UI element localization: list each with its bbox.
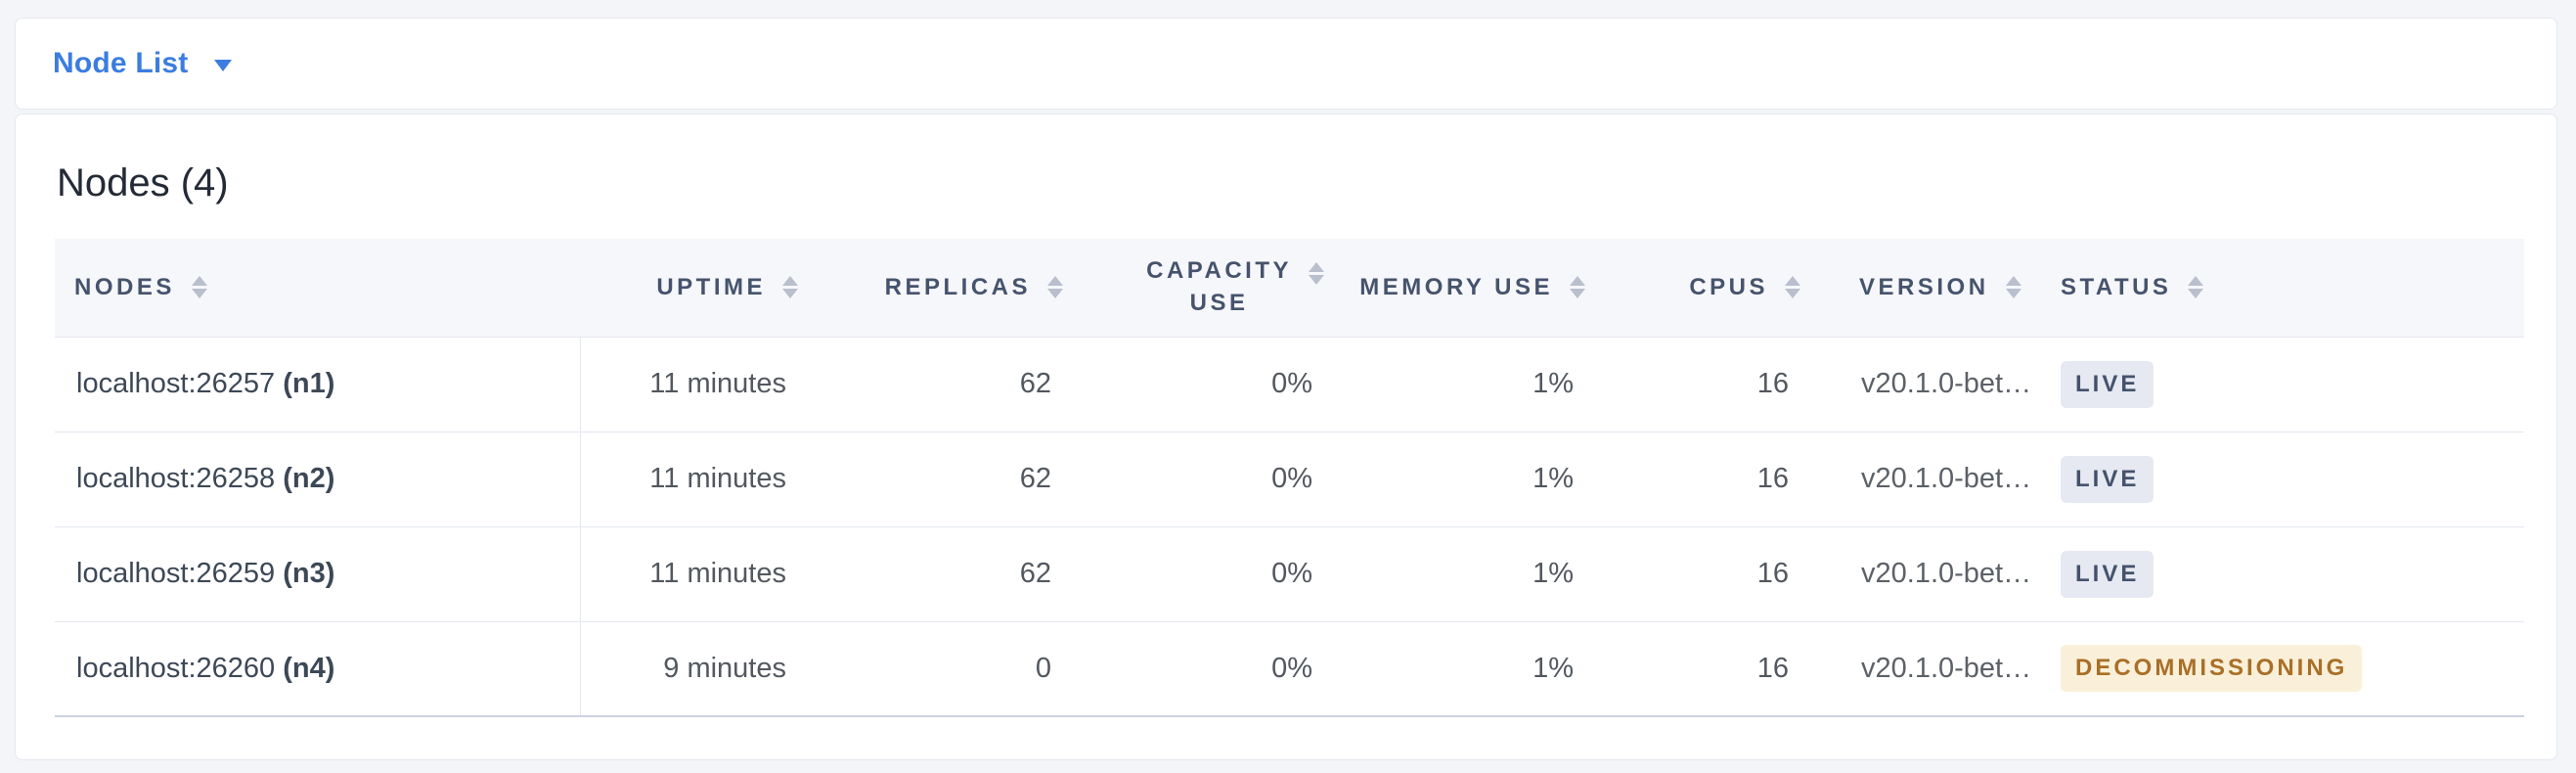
uptime-cell: 9 minutes [580, 620, 798, 717]
node-id: (n4) [283, 652, 335, 684]
node-table-wrap: NODES UPTIME REPLICAS [55, 239, 2556, 717]
table-row: localhost:26260 (n4) 9 minutes 0 0% 1% 1… [55, 620, 2524, 717]
cpus-cell: 16 [1756, 368, 1789, 399]
node-cell: localhost:26258 (n2) [55, 431, 581, 526]
node-list-dropdown[interactable]: Node List [53, 47, 233, 80]
node-address: localhost:26259 [76, 558, 276, 589]
column-label: CPUS [1689, 273, 1768, 300]
node-id: (n1) [283, 368, 335, 399]
version-cell: v20.1.0-bet… [1800, 525, 2045, 621]
column-label: UPTIME [656, 273, 766, 300]
status-badge: DECOMMISSIONING [2061, 645, 2363, 693]
column-header-version[interactable]: VERSION [1800, 239, 2045, 338]
version-cell: v20.1.0-bet… [1800, 431, 2045, 526]
capacity-use-cell: 0% [1063, 525, 1324, 621]
cpus-cell: 16 [1585, 431, 1800, 526]
table-row: localhost:26257 (n1) 11 minutes 62 0% 1%… [55, 337, 2524, 432]
node-id: (n3) [283, 558, 335, 589]
sort-icon[interactable] [782, 276, 798, 299]
chevron-down-icon [214, 60, 233, 71]
replicas-cell: 62 [798, 525, 1063, 621]
status-badge: LIVE [2061, 360, 2154, 408]
memory-use-cell: 1% [1324, 620, 1585, 717]
column-header-memory-use[interactable]: MEMORY USE [1324, 239, 1585, 338]
node-cell: localhost:26257 (n1) [55, 337, 581, 432]
column-header-replicas[interactable]: REPLICAS [798, 239, 1063, 338]
column-header-nodes[interactable]: NODES [55, 239, 580, 338]
column-label: CAPACITY USE [1146, 257, 1292, 316]
column-label: REPLICAS [884, 273, 1031, 300]
cpus-cell: 16 [1585, 620, 1800, 717]
column-header-uptime[interactable]: UPTIME [580, 239, 798, 338]
column-header-cpus[interactable]: CPUS [1585, 239, 1800, 338]
column-header-status[interactable]: STATUS [2045, 239, 2524, 338]
replicas-cell: 62 [798, 431, 1063, 526]
cpus-cell: 16 [1585, 525, 1800, 621]
sort-icon[interactable] [191, 276, 207, 299]
nodes-count-title: Nodes (4) [57, 161, 229, 205]
memory-use-cell: 1% [1324, 431, 1585, 526]
replicas-cell: 0 [798, 620, 1063, 717]
capacity-use-cell: 0% [1063, 620, 1324, 717]
version-cell: v20.1.0-bet… [1800, 620, 2045, 717]
uptime-cell: 11 minutes [649, 368, 786, 399]
sort-icon[interactable] [1047, 276, 1063, 299]
status-badge: LIVE [2061, 455, 2154, 503]
column-label: MEMORY USE [1359, 273, 1553, 300]
view-selector-bar: Node List [15, 18, 2557, 110]
node-list-dropdown-label: Node List [53, 47, 189, 79]
uptime-cell: 11 minutes [580, 525, 798, 621]
memory-use-cell: 1% [1324, 525, 1585, 621]
version-cell: v20.1.0-bet… [1861, 368, 2032, 399]
table-row: localhost:26258 (n2) 11 minutes 62 0% 1%… [55, 431, 2524, 526]
memory-use-cell: 1% [1532, 368, 1574, 399]
node-cell: localhost:26259 (n3) [55, 525, 581, 621]
table-header-row: NODES UPTIME REPLICAS [55, 239, 2524, 338]
sort-icon[interactable] [2005, 276, 2021, 299]
table-row: localhost:26259 (n3) 11 minutes 62 0% 1%… [55, 525, 2524, 621]
status-badge: LIVE [2061, 550, 2154, 598]
column-label: STATUS [2061, 273, 2172, 300]
capacity-use-cell: 0% [1063, 431, 1324, 526]
column-label: VERSION [1859, 273, 1989, 300]
column-header-capacity-use[interactable]: CAPACITY USE [1063, 239, 1324, 338]
status-cell: DECOMMISSIONING [2045, 620, 2524, 717]
replicas-cell: 62 [1019, 368, 1051, 399]
nodes-card: Nodes (4) NODES [15, 114, 2557, 760]
sort-icon[interactable] [1785, 276, 1800, 299]
sort-icon[interactable] [2188, 276, 2204, 299]
uptime-cell: 11 minutes [580, 431, 798, 526]
node-address: localhost:26257 [76, 368, 276, 399]
status-cell: LIVE [2045, 337, 2524, 432]
sort-icon[interactable] [1570, 276, 1585, 299]
node-list-table: NODES UPTIME REPLICAS [55, 239, 2524, 717]
column-label: NODES [74, 273, 175, 300]
capacity-use-cell: 0% [1271, 368, 1312, 399]
node-address: localhost:26258 [76, 463, 276, 494]
status-cell: LIVE [2045, 431, 2524, 526]
sort-icon[interactable] [1309, 262, 1324, 286]
status-cell: LIVE [2045, 525, 2524, 621]
node-cell: localhost:26260 (n4) [55, 620, 581, 717]
node-id: (n2) [283, 463, 335, 494]
node-address: localhost:26260 [76, 652, 276, 684]
